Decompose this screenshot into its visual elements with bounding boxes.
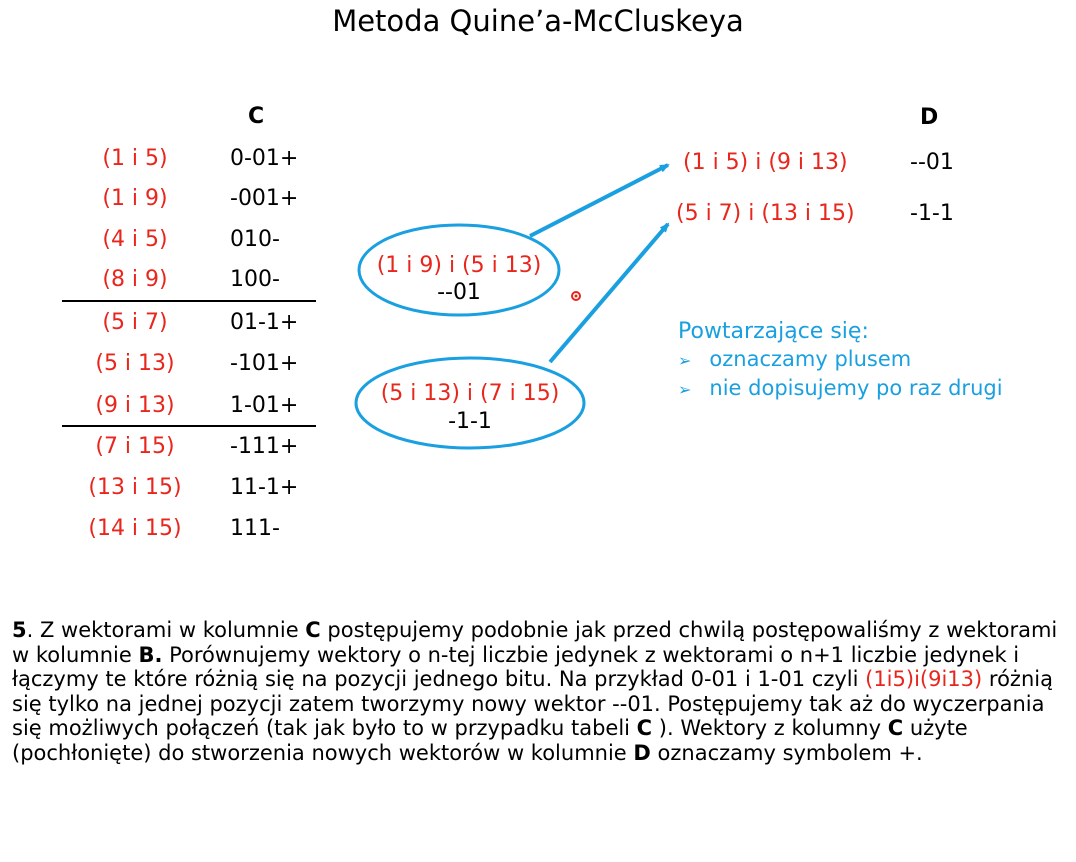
c-row-vector: -111+ [230, 434, 299, 459]
c-row-label: (8 i 9) [102, 267, 168, 292]
d-row-label: (1 i 5) i (9 i 13) [683, 150, 848, 175]
c-row-vector: 0-01+ [230, 146, 299, 171]
note-bullet-item: ➢ oznaczamy plusem [678, 347, 911, 371]
c-row-label: (4 i 5) [102, 227, 168, 252]
c-row-vector: 01-1+ [230, 310, 299, 335]
d-row-vector: --01 [910, 150, 954, 175]
laser-pointer-dot [574, 294, 578, 298]
step-number: 5 [12, 618, 27, 642]
c-row-vector: 111- [230, 516, 280, 541]
ellipse-label: (1 i 9) i (5 i 13) [376, 253, 542, 278]
note-bullet-text: nie dopisujemy po raz drugi [709, 376, 1003, 400]
bullet-arrow-icon: ➢ [678, 351, 692, 370]
note-heading: Powtarzające się: [678, 319, 869, 344]
c-row-vector: 11-1+ [230, 475, 299, 500]
arrow-2 [548, 222, 670, 364]
group-divider [62, 300, 316, 302]
c-row-label: (1 i 5) [102, 146, 168, 171]
c-row-vector: -001+ [230, 186, 299, 211]
laser-pointer [571, 291, 581, 301]
ellipse-1 [357, 223, 561, 317]
c-row-label: (9 i 13) [95, 393, 175, 418]
c-row-vector: 010- [230, 227, 280, 252]
ellipse-2 [354, 356, 586, 450]
c-row-label: (1 i 9) [102, 186, 168, 211]
note-bullet-item: ➢ nie dopisujemy po raz drugi [678, 376, 1003, 400]
bullet-arrow-icon: ➢ [678, 380, 692, 399]
c-row-label: (13 i 15) [88, 475, 182, 500]
page-title: Metoda Quine’a-McCluskeya [332, 4, 744, 38]
c-row-label: (7 i 15) [95, 434, 175, 459]
ellipse-vector: -1-1 [448, 409, 492, 434]
description-paragraph: 5. Z wektorami w kolumnie C postępujemy … [12, 618, 1058, 765]
column-c-header: C [248, 104, 265, 129]
c-row-vector: 1-01+ [230, 393, 299, 418]
c-row-vector: 100- [230, 267, 280, 292]
note-bullet-text: oznaczamy plusem [709, 347, 912, 371]
c-row-label: (14 i 15) [88, 516, 182, 541]
c-row-label: (5 i 13) [95, 351, 175, 376]
column-d-header: D [920, 105, 939, 130]
d-row-vector: -1-1 [910, 201, 954, 226]
arrow-1 [529, 163, 670, 238]
d-row-label: (5 i 7) i (13 i 15) [676, 201, 855, 226]
ellipse-vector: --01 [437, 280, 481, 305]
c-row-vector: -101+ [230, 351, 299, 376]
group-divider [62, 425, 316, 427]
c-row-label: (5 i 7) [102, 310, 168, 335]
ellipse-label: (5 i 13) i (7 i 15) [380, 381, 560, 406]
example-pair: (1i5)i(9i13) [865, 667, 983, 691]
